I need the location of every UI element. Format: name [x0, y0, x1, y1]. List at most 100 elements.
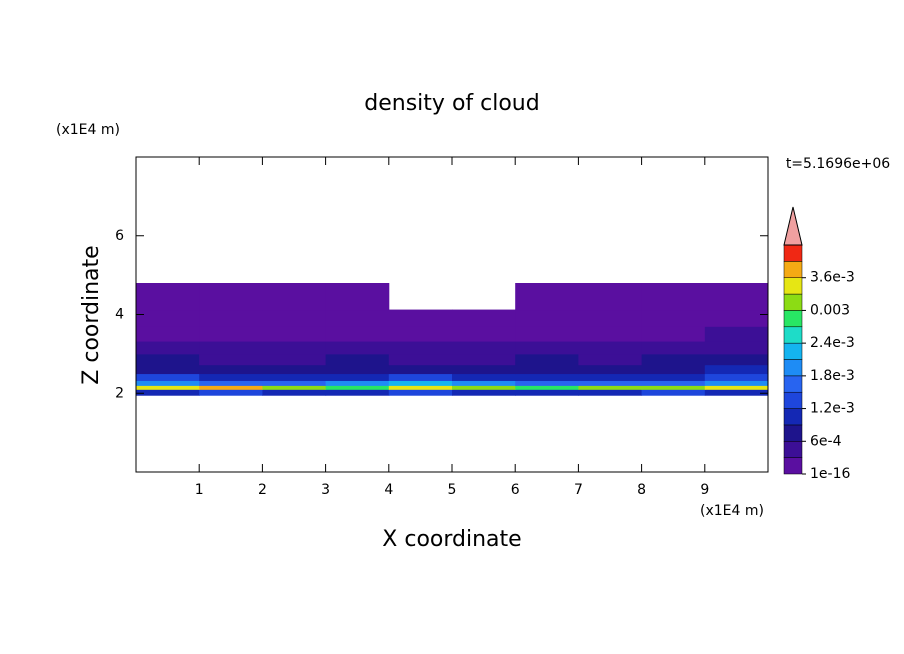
contour-cell — [641, 389, 706, 396]
contour-cell — [199, 341, 263, 355]
contour-cell — [641, 380, 706, 386]
colorbar-band — [783, 424, 803, 442]
contour-cell — [578, 283, 643, 311]
contour-cell — [452, 385, 516, 390]
colorbar-tick-label: 6e-4 — [810, 433, 842, 449]
colorbar-band — [783, 244, 803, 262]
contour-cell — [199, 373, 263, 381]
contour-cell — [388, 341, 453, 355]
contour-cell — [641, 309, 706, 327]
contour-cell — [262, 326, 327, 342]
contour-cell — [704, 385, 769, 390]
contour-cell — [452, 353, 516, 366]
contour-cell — [578, 353, 643, 366]
contour-cell — [578, 364, 643, 375]
colorbar-extend — [783, 206, 803, 246]
contour-cell — [578, 373, 643, 381]
contour-cell — [704, 326, 769, 342]
colorbar-tick-label: 1e-16 — [810, 466, 850, 482]
contour-cell — [136, 385, 200, 390]
contour-cell — [325, 341, 390, 355]
contour-cell — [136, 353, 200, 366]
contour-cell — [578, 380, 643, 386]
x-tick-label: 7 — [574, 482, 583, 498]
contour-cell — [704, 373, 769, 381]
colorbar-band — [783, 359, 803, 377]
contour-cell — [199, 353, 263, 366]
x-tick-label: 2 — [258, 482, 267, 498]
contour-cell — [388, 389, 453, 396]
x-tick-label: 9 — [700, 482, 709, 498]
contour-cell — [515, 364, 579, 375]
contour-cell — [262, 364, 327, 375]
contour-cell — [515, 309, 579, 327]
x-tick-label: 5 — [448, 482, 457, 498]
contour-cell — [325, 364, 390, 375]
contour-cell — [704, 364, 769, 375]
contour-cell — [325, 309, 390, 327]
contour-cell — [325, 385, 390, 390]
contour-cell — [452, 341, 516, 355]
colorbar-band — [783, 261, 803, 278]
contour-cell — [704, 353, 769, 366]
contour-cell — [262, 373, 327, 381]
contour-cell — [578, 326, 643, 342]
contour-cell — [136, 283, 200, 311]
contour-cell — [704, 389, 769, 396]
y-tick-label: 2 — [115, 385, 124, 401]
contour-cell — [262, 385, 327, 390]
y-unit: (x1E4 m) — [56, 122, 120, 138]
colorbar-tick-label: 1.2e-3 — [810, 401, 855, 417]
colorbar-band — [783, 457, 803, 475]
contour-cell — [452, 364, 516, 375]
contour-cell — [136, 309, 200, 327]
contour-cell — [136, 380, 200, 386]
x-tick-label: 1 — [195, 482, 204, 498]
contour-cell — [452, 373, 516, 381]
contour-cell — [325, 326, 390, 342]
contour-cell — [199, 364, 263, 375]
contour-cell — [515, 385, 579, 390]
contour-cell — [199, 283, 263, 311]
contour-cell — [641, 283, 706, 311]
contour-cell — [262, 309, 327, 327]
contour-cell — [452, 389, 516, 396]
contour-cell — [262, 283, 327, 311]
contour-cell — [136, 389, 200, 396]
contour-cell — [136, 373, 200, 381]
contour-cell — [262, 353, 327, 366]
contour-cell — [136, 341, 200, 355]
colorbar-band — [783, 277, 803, 295]
contour-cell — [515, 389, 579, 396]
contour-cell — [388, 309, 453, 327]
contour-cell — [325, 373, 390, 381]
contour-cell — [452, 326, 516, 342]
contour-cell — [388, 385, 453, 390]
contour-cell — [388, 380, 453, 386]
contour-cell — [325, 380, 390, 386]
contour-cell — [262, 341, 327, 355]
y-tick-label: 4 — [115, 307, 124, 323]
contour-cell — [704, 341, 769, 355]
contour-cell — [136, 326, 200, 342]
x-unit: (x1E4 m) — [700, 503, 764, 519]
colorbar-band — [783, 342, 803, 360]
contour-cell — [199, 380, 263, 386]
contour-cell — [704, 380, 769, 386]
colorbar-tick-label: 0.003 — [810, 302, 850, 318]
x-tick-label: 4 — [384, 482, 393, 498]
contour-cell — [388, 373, 453, 381]
contour-cell — [515, 326, 579, 342]
contour-cell — [515, 283, 579, 311]
contour-cell — [199, 326, 263, 342]
colorbar-band — [783, 375, 803, 393]
colorbar-band — [783, 326, 803, 344]
contour-cell — [452, 309, 516, 327]
contour-cell — [136, 364, 200, 375]
x-axis-label: X coordinate — [382, 527, 521, 552]
colorbar-tick-label: 3.6e-3 — [810, 270, 855, 286]
x-tick-label: 6 — [511, 482, 520, 498]
y-tick-label: 6 — [115, 228, 124, 244]
time-label: t=5.1696e+06 — [786, 156, 890, 172]
contour-cell — [578, 385, 643, 390]
